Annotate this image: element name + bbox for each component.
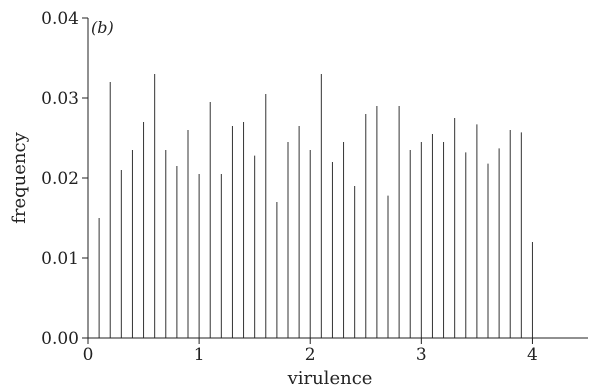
y-tick-label: 0.04 [41,9,79,29]
x-tick-label: 1 [194,345,205,365]
y-axis-title: frequency [9,131,30,223]
x-tick-label: 4 [527,345,538,365]
bars-group [98,74,533,338]
y-axis: 0.00 0.01 0.02 0.03 0.04 [41,9,88,349]
y-tick-label: 0.03 [41,89,79,109]
x-tick-label: 3 [416,345,427,365]
x-axis: 0 1 2 3 4 [83,338,538,365]
y-tick-label: 0.01 [41,249,79,269]
panel-label: (b) [91,18,114,37]
y-tick-label: 0.00 [41,329,79,349]
x-tick-label: 0 [83,345,94,365]
x-tick-label: 2 [305,345,316,365]
plot-frame [87,18,588,339]
y-tick-label: 0.02 [41,169,79,189]
x-axis-title: virulence [287,368,373,387]
